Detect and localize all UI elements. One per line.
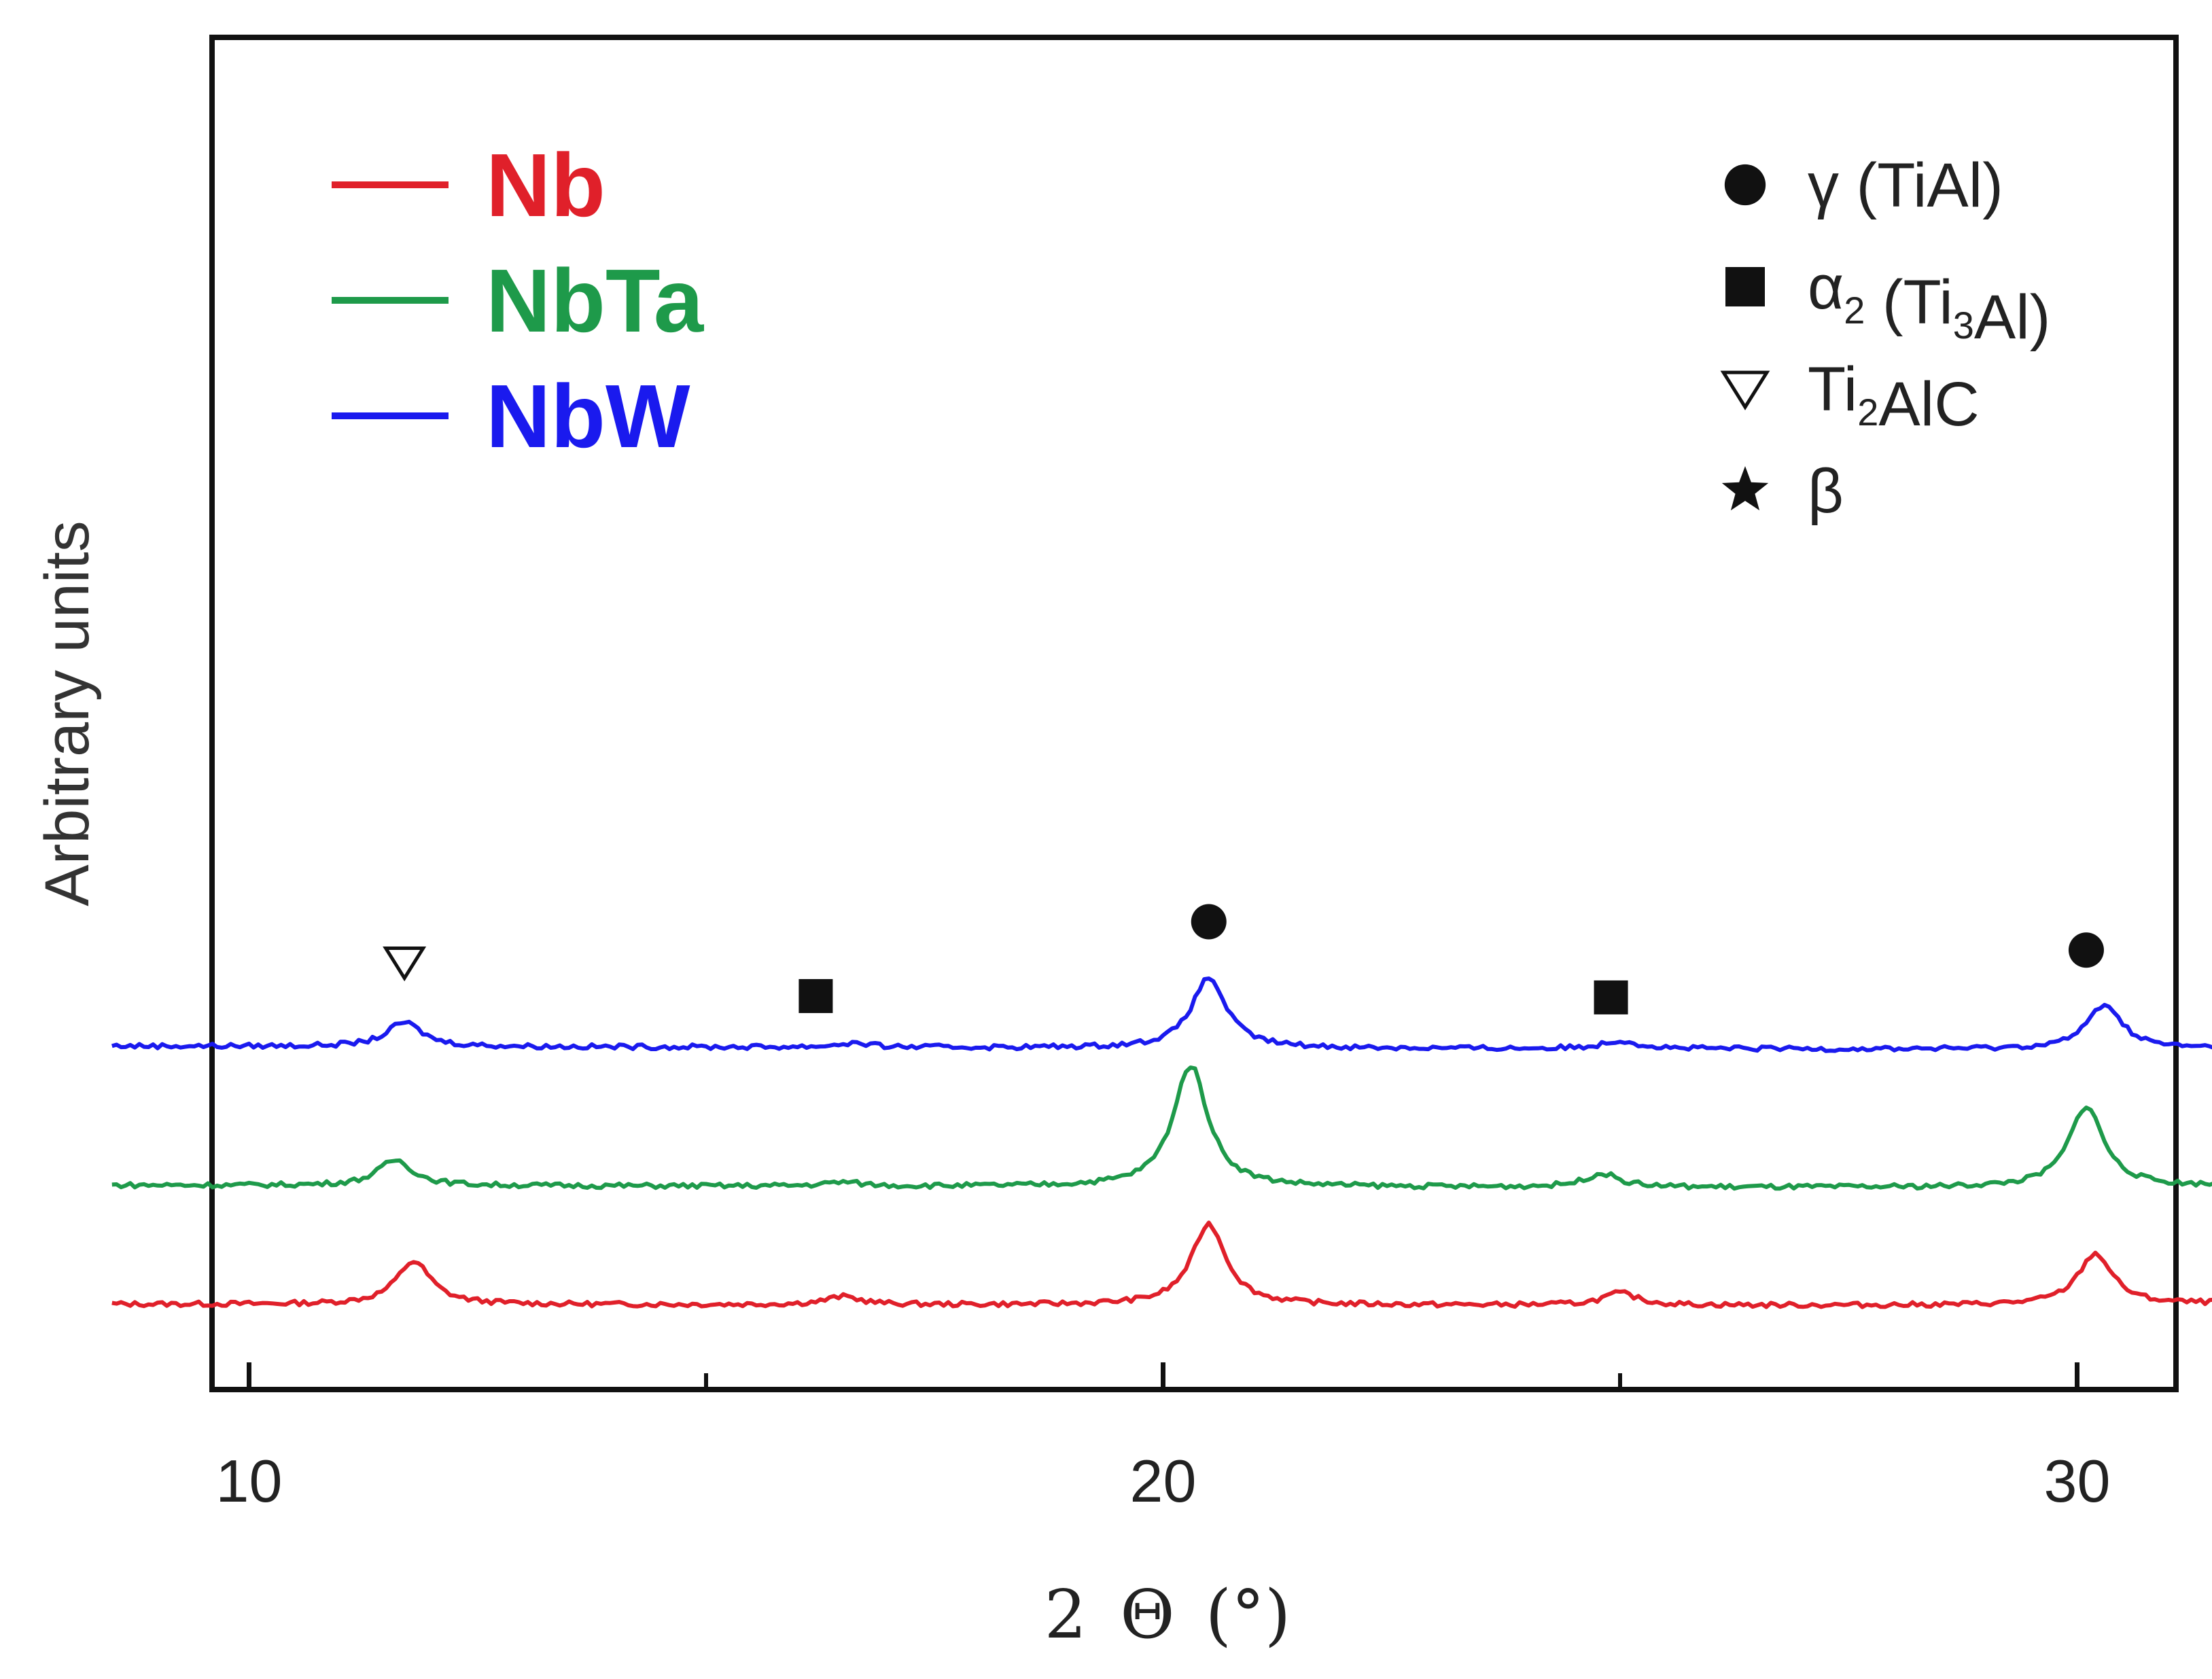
phase-marker-square-3 (1594, 980, 1628, 1014)
x-tick-label-30: 30 (2044, 1447, 2111, 1515)
x-tick-label-10: 10 (216, 1447, 283, 1515)
phase-legend-label-3: β (1808, 457, 1844, 526)
series-line-nbw (111, 976, 2212, 1053)
legend-label-nbta: NbTa (486, 251, 705, 351)
legend-label-nbw: NbW (486, 366, 690, 466)
x-axis-ticks: 1020304050607080 (216, 1362, 2111, 1515)
series-line-nbta (111, 1065, 2212, 1191)
phase-marker-square-1 (798, 978, 833, 1013)
x-axis-title: 2 Θ (°) (1044, 1576, 1291, 1654)
phase-legend-circle-icon (1724, 164, 1766, 206)
legend-label-nb: Nb (486, 135, 605, 235)
phase-marker-triangle-0 (383, 947, 427, 982)
x-tick-label-20: 20 (1130, 1447, 1197, 1515)
phase-marker-circle-4 (2068, 932, 2104, 968)
y-axis-title: Arbitrary units (33, 520, 102, 906)
phase-legend-square-icon (1725, 267, 1765, 306)
phase-legend: γ (TiAl) α2 (Ti3Al)Ti2AlC β (1720, 151, 2050, 526)
plot-frame (209, 35, 2179, 1392)
series-line-nb (111, 1220, 2212, 1309)
phase-legend-label-1: α2 (Ti3Al) (1808, 253, 2050, 352)
x-axis-title-symbol: Θ (1120, 1576, 1174, 1654)
series-legend: Nb NbTa NbW (332, 135, 705, 466)
phase-legend-label-2: Ti2AlC (1808, 355, 1980, 439)
x-axis-title-unit: (°) (1206, 1576, 1291, 1654)
series-lines (111, 976, 2212, 1309)
phase-legend-label-0: γ (TiAl) (1808, 151, 2003, 220)
phase-marker-circle-2 (1191, 904, 1227, 940)
phase-markers (383, 904, 2104, 1014)
x-axis-title-prefix: 2 (1044, 1576, 1087, 1654)
phase-legend-triangle-icon (1720, 370, 1770, 410)
phase-legend-star-icon (1721, 466, 1769, 511)
